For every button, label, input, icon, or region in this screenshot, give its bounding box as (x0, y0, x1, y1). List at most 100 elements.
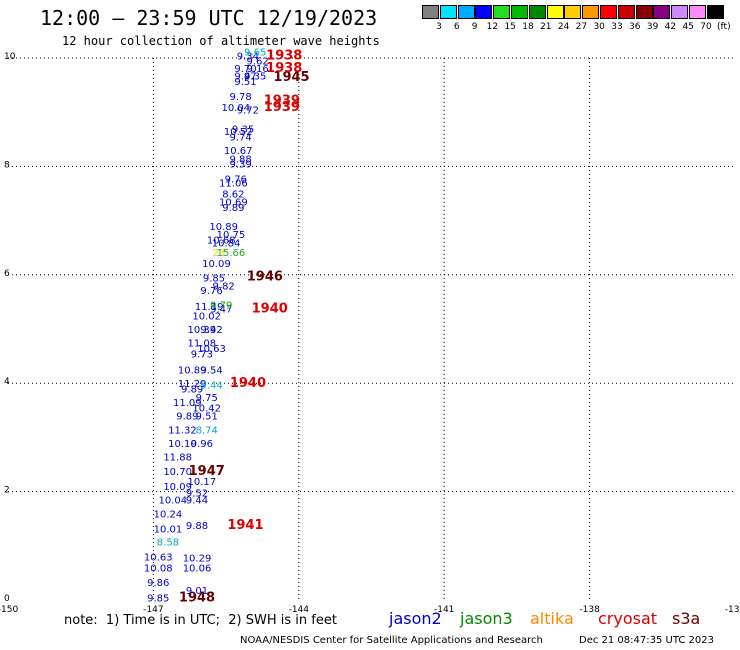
wave-height-label: 10.01 (154, 524, 183, 535)
color-swatch (493, 5, 511, 19)
wave-height-label: 9.44 (186, 496, 208, 507)
storm-id-label: 1940 (230, 376, 266, 391)
wave-height-label: 9.51 (234, 77, 256, 88)
wave-height-label: 9.35 (244, 71, 266, 82)
storm-id-label: 1938 (266, 48, 302, 63)
color-swatch (635, 5, 653, 19)
y-tick-label: 6 (4, 269, 10, 279)
color-swatch (457, 5, 475, 19)
wave-height-label: 9.01 (186, 586, 208, 597)
wave-height-label: 10.06 (183, 563, 212, 574)
wave-height-label: 9.70 (234, 64, 256, 75)
wave-height-label: 10.17 (188, 477, 217, 488)
credit-line: NOAA/NESDIS Center for Satellite Applica… (240, 635, 543, 646)
wave-height-label: 9.65 (244, 47, 266, 58)
color-swatch (564, 5, 582, 19)
y-tick-label: 0 (4, 594, 10, 604)
color-swatch (422, 5, 439, 19)
wave-height-label: 11.88 (163, 452, 192, 463)
storm-id-label: 1938 (266, 61, 302, 76)
wave-height-label: 8.58 (157, 537, 179, 548)
satellite-label-jason3: jason3 (460, 609, 513, 628)
wave-height-label: 10.70 (163, 467, 192, 478)
wave-height-label: 10.84 (212, 238, 241, 249)
color-scale-label: 9 (471, 22, 478, 32)
storm-id-label: 1945 (273, 70, 309, 85)
wave-height-label: 9.47 (210, 304, 232, 315)
y-tick-label: 10 (4, 52, 16, 62)
satellite-label-altika: altika (530, 609, 574, 628)
wave-height-label: 9.88 (230, 154, 252, 165)
wave-height-label: 9.42 (200, 325, 222, 336)
wave-height-label: 10.63 (197, 344, 226, 355)
wave-height-label: 9.89 (176, 412, 198, 423)
wave-height-label: 10.68 (207, 236, 236, 247)
wave-height-label: 11.29 (178, 379, 207, 390)
wave-height-label: 9.89 (222, 203, 244, 214)
color-scale-label: 18 (522, 22, 534, 32)
wave-height-label: 10.24 (154, 509, 183, 520)
storm-id-label: 1941 (227, 518, 263, 533)
wave-height-label: 11.08 (188, 339, 217, 350)
wave-height-label: 11.32 (168, 425, 197, 436)
wave-height-label: 10.10 (168, 439, 197, 450)
color-scale-label: 42 (664, 22, 677, 32)
wave-height-label: 10.04 (158, 496, 187, 507)
wave-height-label: 9.51 (196, 412, 218, 423)
color-swatch (511, 5, 528, 19)
storm-id-label: 1939 (264, 93, 300, 108)
color-scale-label: 30 (593, 22, 605, 32)
chart-subtitle: 12 hour collection of altimeter wave hei… (62, 34, 380, 48)
x-tick-label: -144 (289, 605, 310, 615)
color-scale-label: 33 (611, 22, 623, 32)
satellite-label-cryosat: cryosat (598, 609, 658, 628)
wave-height-label: 9.39 (230, 160, 252, 171)
wave-height-label: 11.19 (195, 302, 224, 313)
satellite-label-jason2: jason2 (389, 609, 442, 628)
wave-height-label: 10.09 (163, 482, 192, 493)
wave-height-label: 10.67 (224, 146, 253, 157)
wave-height-label: 10.39 (188, 325, 217, 336)
wave-height-label: 9.82 (213, 282, 235, 293)
color-swatch (439, 5, 457, 19)
wave-height-label: 8.74 (196, 425, 218, 436)
wave-height-label: 9.34 (237, 51, 259, 62)
wave-height-label: 10.89 (209, 222, 238, 233)
storm-id-label: 1946 (247, 269, 283, 284)
color-swatch (689, 5, 706, 19)
wave-height-label: 9.96 (191, 439, 213, 450)
color-swatch (671, 5, 689, 19)
wave-height-label: 10.04 (221, 103, 250, 114)
wave-height-label: 10.02 (192, 311, 221, 322)
chart-title: 12:00 – 23:59 UTC 12/19/2023 (40, 6, 378, 30)
wave-height-label: 9.89 (181, 385, 203, 396)
wave-height-label: 9.85 (203, 274, 225, 285)
wave-height-label: 10.75 (217, 230, 246, 241)
satellite-label-s3a: s3a (672, 609, 701, 628)
wave-height-label: 9.76 (200, 286, 222, 297)
storm-id-label: 1947 (189, 464, 225, 479)
storm-id-label: 1940 (252, 301, 288, 316)
color-scale-label: 36 (629, 22, 641, 32)
wave-height-label: 10.63 (144, 553, 173, 564)
x-tick-label: -147 (143, 605, 163, 615)
x-axis-tick-labels: -150 -147 -144 -141 -138 -135 (0, 605, 740, 615)
wave-height-label: 9.86 (147, 578, 169, 589)
plot-grid (8, 57, 735, 600)
wave-height-label: 9.88 (186, 521, 208, 532)
color-swatch (600, 5, 617, 19)
y-tick-label: 8 (4, 160, 10, 170)
wave-height-label: 10.69 (219, 198, 248, 209)
wave-height-label: 11.09 (173, 398, 202, 409)
color-swatch (528, 5, 546, 19)
wave-height-label: 10.52 (224, 127, 253, 138)
wave-height-label: 10.42 (192, 404, 221, 415)
color-scale-label: 70 (700, 22, 712, 32)
x-tick-label: -135 (725, 605, 740, 615)
data-points: 9.85 19489.019.8610.0810.6310.0610.298.58… (144, 47, 310, 605)
color-scale-label: 21 (540, 22, 552, 32)
wave-height-label: 9.78 (230, 92, 252, 103)
wave-height-label: 9.75 (196, 393, 218, 404)
footnote: note: 1) Time is in UTC; 2) SWH is in fe… (64, 613, 337, 628)
